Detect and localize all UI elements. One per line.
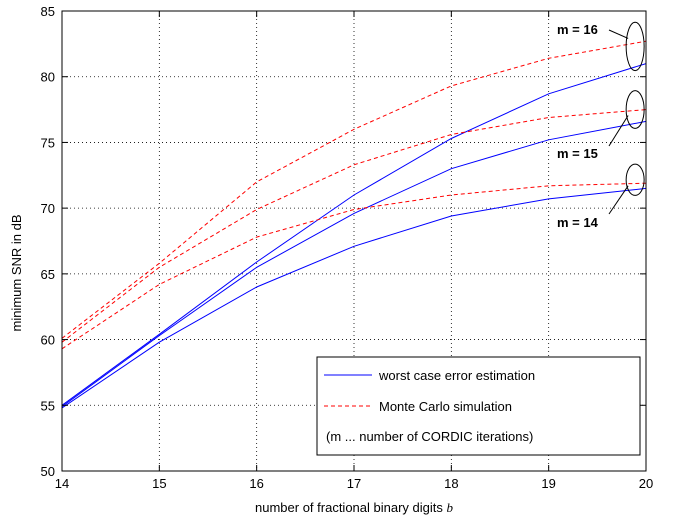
worst-case-line-m15 [61,120,647,408]
annotation-label-m14: m = 14 [557,215,599,230]
annotation-label-m16: m = 16 [557,22,598,37]
grid-lines [62,11,646,471]
monte-carlo-line-m16 [61,40,647,339]
x-tick-label: 18 [444,476,458,491]
annotation-ellipse-m14 [625,163,645,196]
worst-case-line-m16 [61,63,647,406]
x-tick-label: 19 [541,476,555,491]
y-tick-label: 50 [41,464,55,479]
legend-note-cordic: (m ... number of CORDIC iterations) [326,429,533,444]
x-tick-label: 20 [639,476,653,491]
annotation-ellipse-m16 [625,21,645,72]
x-axis-symbol: b [447,500,454,515]
legend-label-monte-carlo: Monte Carlo simulation [379,399,512,414]
y-tick-label: 70 [41,201,55,216]
y-axis-label: minimum SNR in dB [9,214,24,331]
y-tick-label: 80 [41,70,55,85]
legend: worst case error estimation Monte Carlo … [316,356,641,456]
worst-case-line-m14 [61,187,647,409]
y-tick-label: 75 [41,135,55,150]
y-tick-label: 85 [41,4,55,19]
x-axis-label: number of fractional binary digits b [255,500,454,515]
tick-marks [61,10,647,472]
y-tick-label: 55 [41,398,55,413]
y-tick-labels: 50 55 60 65 70 75 80 85 [41,4,55,479]
series-lines [61,40,647,409]
annotation-label-m15: m = 15 [557,146,598,161]
annotation-leader-m14 [608,185,629,215]
x-tick-label: 15 [152,476,166,491]
x-tick-label: 16 [249,476,263,491]
annotations: m = 16 m = 15 m = 14 [557,21,645,230]
annotation-leader-m15 [608,115,629,147]
x-tick-label: 14 [55,476,69,491]
legend-box [316,356,641,456]
x-tick-label: 17 [347,476,361,491]
monte-carlo-line-m15 [61,109,647,343]
annotation-ellipse-m15 [625,90,645,129]
y-tick-label: 65 [41,267,55,282]
legend-label-worst-case: worst case error estimation [378,368,535,383]
x-tick-labels: 14 15 16 17 18 19 20 [55,476,653,491]
annotation-leader-m16 [608,29,629,39]
y-tick-label: 60 [41,333,55,348]
